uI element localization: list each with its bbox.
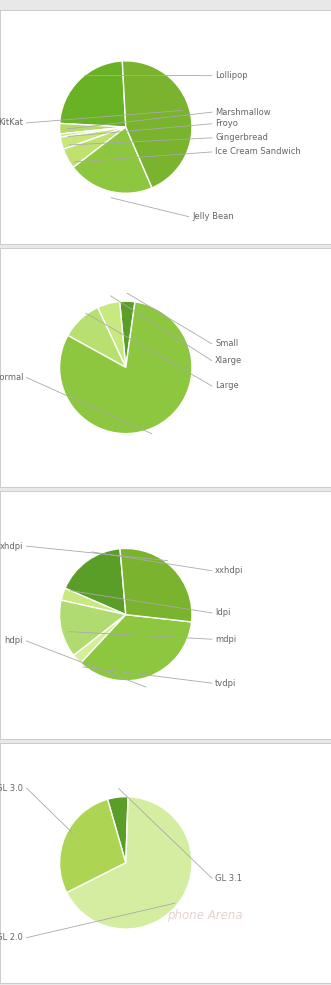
Wedge shape bbox=[108, 797, 128, 863]
Text: Lollipop: Lollipop bbox=[215, 71, 248, 80]
Text: Large: Large bbox=[215, 381, 239, 390]
Wedge shape bbox=[60, 127, 126, 150]
Wedge shape bbox=[61, 588, 126, 615]
Wedge shape bbox=[73, 127, 152, 193]
Text: tvdpi: tvdpi bbox=[215, 679, 237, 688]
Text: mdpi: mdpi bbox=[215, 634, 236, 644]
Text: hdpi: hdpi bbox=[5, 636, 23, 645]
Wedge shape bbox=[122, 61, 192, 188]
Wedge shape bbox=[60, 301, 192, 433]
Text: xhdpi: xhdpi bbox=[0, 542, 23, 551]
Wedge shape bbox=[98, 301, 126, 367]
Wedge shape bbox=[60, 600, 126, 655]
Wedge shape bbox=[65, 549, 126, 615]
Wedge shape bbox=[68, 307, 126, 367]
Text: Small: Small bbox=[215, 339, 238, 349]
Text: GL 3.1: GL 3.1 bbox=[215, 874, 242, 883]
Text: Jelly Bean: Jelly Bean bbox=[192, 212, 234, 222]
Text: Normal: Normal bbox=[0, 373, 23, 382]
Wedge shape bbox=[60, 127, 126, 137]
Text: Froyo: Froyo bbox=[215, 119, 238, 128]
Text: KitKat: KitKat bbox=[0, 118, 23, 127]
Wedge shape bbox=[120, 549, 192, 622]
Wedge shape bbox=[119, 301, 135, 367]
Text: xxhdpi: xxhdpi bbox=[215, 566, 244, 575]
Wedge shape bbox=[67, 797, 192, 929]
Wedge shape bbox=[81, 615, 192, 681]
Text: Ice Cream Sandwich: Ice Cream Sandwich bbox=[215, 148, 301, 157]
Wedge shape bbox=[60, 799, 126, 892]
Wedge shape bbox=[60, 123, 126, 134]
Text: Gingerbread: Gingerbread bbox=[215, 133, 268, 143]
Text: ldpi: ldpi bbox=[215, 609, 231, 618]
Text: phone Arena: phone Arena bbox=[167, 909, 243, 922]
Text: Xlarge: Xlarge bbox=[215, 357, 242, 365]
Wedge shape bbox=[73, 615, 126, 663]
Text: GL 3.0: GL 3.0 bbox=[0, 783, 23, 793]
Wedge shape bbox=[60, 61, 126, 127]
Text: Marshmallow: Marshmallow bbox=[215, 107, 271, 116]
Wedge shape bbox=[64, 127, 126, 167]
Text: GL 2.0: GL 2.0 bbox=[0, 933, 23, 943]
